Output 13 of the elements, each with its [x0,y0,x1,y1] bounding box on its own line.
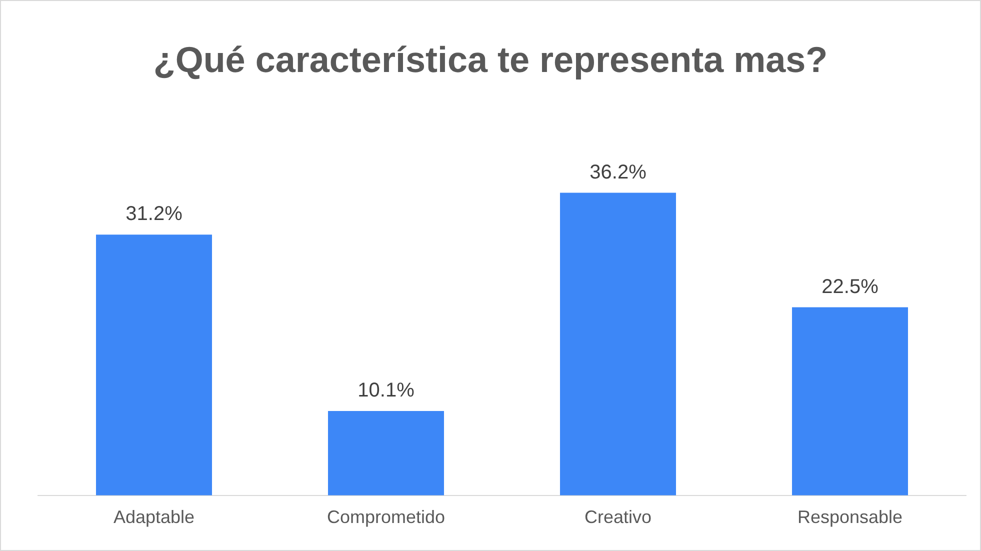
x-tick-label: Responsable [797,507,903,528]
data-label: 10.1% [358,379,415,402]
bar [560,192,676,496]
chart-title: ¿Qué característica te representa mas? [153,38,828,82]
data-label: 36.2% [590,161,647,184]
data-label: 31.2% [126,203,183,226]
x-tick-label: Creativo [584,507,652,528]
bar [328,410,444,496]
x-tick-label: Adaptable [113,507,195,528]
data-label: 22.5% [822,276,879,298]
bar [96,234,212,496]
bar [792,307,908,496]
x-tick-label: Comprometido [326,507,446,528]
